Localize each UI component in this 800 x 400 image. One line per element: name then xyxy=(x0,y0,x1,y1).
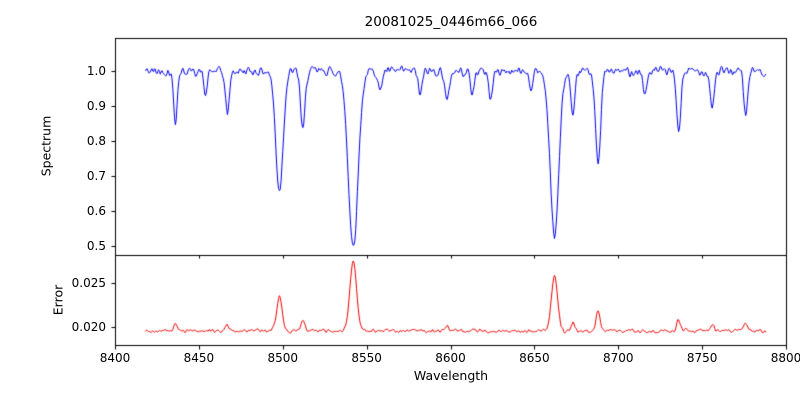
x-tick-label: 8700 xyxy=(602,351,634,365)
spectrum-y-axis-label: Spectrum xyxy=(38,115,54,177)
x-tick-label: 8650 xyxy=(519,351,550,365)
y-tick-label: 0.6 xyxy=(86,204,106,219)
y-tick-label: 0.9 xyxy=(86,99,106,114)
x-tick-label: 8550 xyxy=(351,351,382,365)
error-y-axis-label: Error xyxy=(50,284,66,316)
x-tick-label: 8750 xyxy=(686,351,718,365)
y-tick-label: 0.8 xyxy=(86,134,106,149)
x-tick-label: 8400 xyxy=(99,351,131,365)
y-tick-label: 0.025 xyxy=(71,276,106,291)
y-tick-label: 0.7 xyxy=(86,169,106,184)
y-tick-label: 0.5 xyxy=(86,239,106,254)
chart-title: 20081025_0446m66_066 xyxy=(364,14,538,30)
x-axis-label: Wavelength xyxy=(413,368,489,383)
y-tick-label: 0.020 xyxy=(71,320,106,335)
x-tick-label: 8600 xyxy=(435,351,466,365)
x-tick-label: 8500 xyxy=(267,351,299,365)
x-tick-label: 8800 xyxy=(770,351,800,365)
x-tick-label: 8450 xyxy=(183,351,215,365)
y-tick-label: 1.0 xyxy=(86,64,106,79)
